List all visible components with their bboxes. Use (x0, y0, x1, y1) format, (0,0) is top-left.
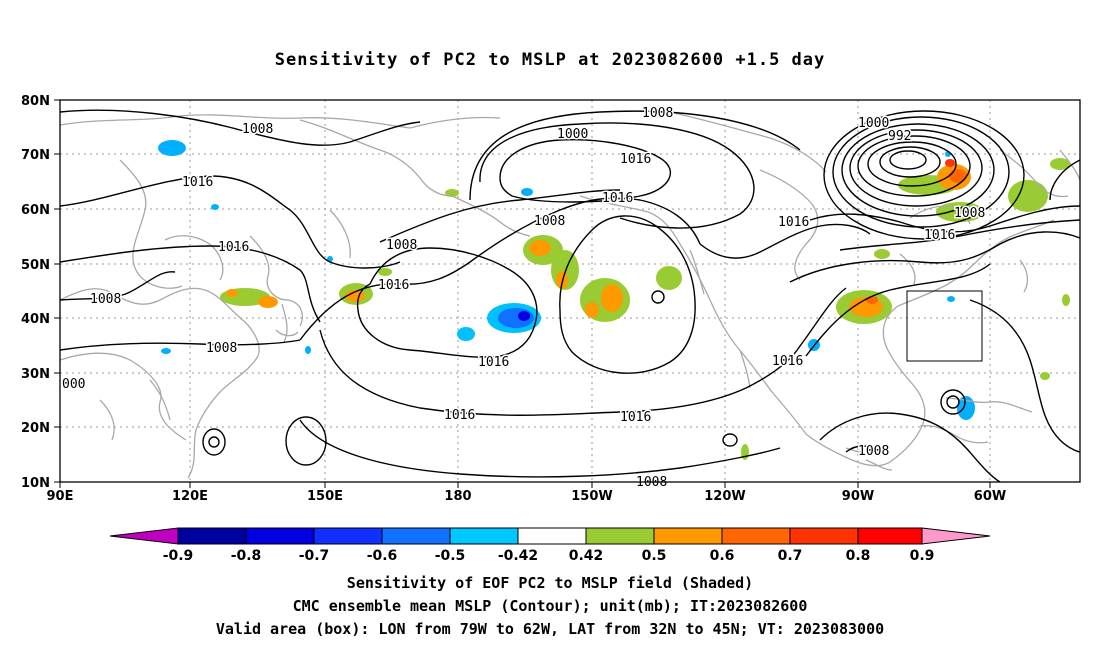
lon-tick-label: 120E (172, 489, 208, 504)
contour-label: 1008 (954, 206, 985, 221)
axis-ticks (54, 99, 991, 488)
coastlines (60, 109, 1080, 479)
contour-label: 1016 (378, 278, 409, 293)
colorbar-label: 0.5 (642, 548, 667, 564)
colorbar-cell (381, 527, 451, 545)
contour-label: 1016 (620, 410, 651, 425)
colorbar-label: -0.9 (163, 548, 194, 564)
contour-label: 1016 (924, 228, 955, 243)
colorbar-label: 0.42 (569, 548, 604, 564)
contour-labels: 1008 1016 1016 1008 1008 1008 1016 1008 … (61, 105, 987, 492)
colorbar-cell (789, 527, 859, 545)
contour-label: 1008 (206, 341, 237, 356)
plot-title: Sensitivity of PC2 to MSLP at 2023082600… (274, 50, 826, 70)
colorbar-cell (721, 527, 791, 545)
caption-line: CMC ensemble mean MSLP (Contour); unit(m… (292, 597, 808, 615)
lat-axis: 10N 20N 30N 40N 50N 60N 70N 80N (21, 94, 50, 491)
colorbar-label: -0.8 (231, 548, 262, 564)
colorbar-label: 0.6 (710, 548, 735, 564)
lat-tick-label: 60N (21, 203, 50, 218)
contour-label: 1000 (858, 116, 889, 131)
contour-label: 1008 (534, 214, 565, 229)
colorbar: -0.9 -0.8 -0.7 -0.6 -0.5 -0.42 0.42 0.5 … (109, 527, 991, 564)
colorbar-label: -0.5 (435, 548, 466, 564)
lat-tick-label: 30N (21, 367, 50, 382)
contour-label: 992 (888, 129, 911, 144)
colorbar-high-triangle (921, 527, 991, 545)
colorbar-cell (313, 527, 383, 545)
lon-axis: 90E 120E 150E 180 150W 120W 90W 60W (47, 489, 1007, 504)
lon-tick-label: 150E (307, 489, 343, 504)
colorbar-cell (177, 527, 247, 545)
contour-label: 1008 (386, 238, 417, 253)
mslp-contours (60, 109, 1080, 482)
contour-label: 1016 (218, 240, 249, 255)
contour-label: 1016 (772, 354, 803, 369)
contour-label: 1008 (242, 122, 273, 137)
colorbar-label: 0.8 (846, 548, 871, 564)
contour-label: 1016 (602, 191, 633, 206)
lon-tick-label: 150W (571, 489, 612, 504)
lat-tick-label: 80N (21, 94, 50, 109)
colorbar-label: -0.42 (498, 548, 538, 564)
colorbar-cell (585, 527, 655, 545)
colorbar-label: 0.7 (778, 548, 803, 564)
lon-tick-label: 120W (704, 489, 745, 504)
contour-label: 1016 (620, 152, 651, 167)
sensitivity-shading (158, 140, 1070, 460)
lat-tick-label: 50N (21, 258, 50, 273)
colorbar-low-triangle (109, 527, 179, 545)
lat-tick-label: 10N (21, 476, 50, 491)
contour-label: 1000 (557, 127, 588, 142)
colorbar-label: -0.7 (299, 548, 330, 564)
lon-tick-label: 90W (842, 489, 874, 504)
colorbar-cell (517, 527, 587, 545)
contour-label: 1008 (642, 106, 673, 121)
colorbar-cell (857, 527, 923, 545)
valid-area-box (906, 290, 983, 362)
lon-tick-label: 90E (47, 489, 74, 504)
contour-label: 1008 (858, 444, 889, 459)
colorbar-cell (245, 527, 315, 545)
contour-label: 1016 (444, 408, 475, 423)
contour-label: 1008 (90, 292, 121, 307)
map-frame (59, 99, 1081, 483)
lat-tick-label: 40N (21, 312, 50, 327)
colorbar-cell (653, 527, 723, 545)
contour-label: 1016 (182, 175, 213, 190)
caption-line: Valid area (box): LON from 79W to 62W, L… (215, 620, 885, 638)
contour-label: 000 (62, 377, 85, 392)
colorbar-label: -0.6 (367, 548, 398, 564)
lon-tick-label: 60W (974, 489, 1006, 504)
lat-tick-label: 70N (21, 148, 50, 163)
colorbar-cell (449, 527, 519, 545)
contour-label: 1016 (778, 215, 809, 230)
caption-line: Sensitivity of EOF PC2 to MSLP field (Sh… (346, 574, 754, 592)
lon-tick-label: 180 (444, 489, 471, 504)
colorbar-label: 0.9 (910, 548, 935, 564)
contour-label: 1016 (478, 355, 509, 370)
lat-tick-label: 20N (21, 421, 50, 436)
